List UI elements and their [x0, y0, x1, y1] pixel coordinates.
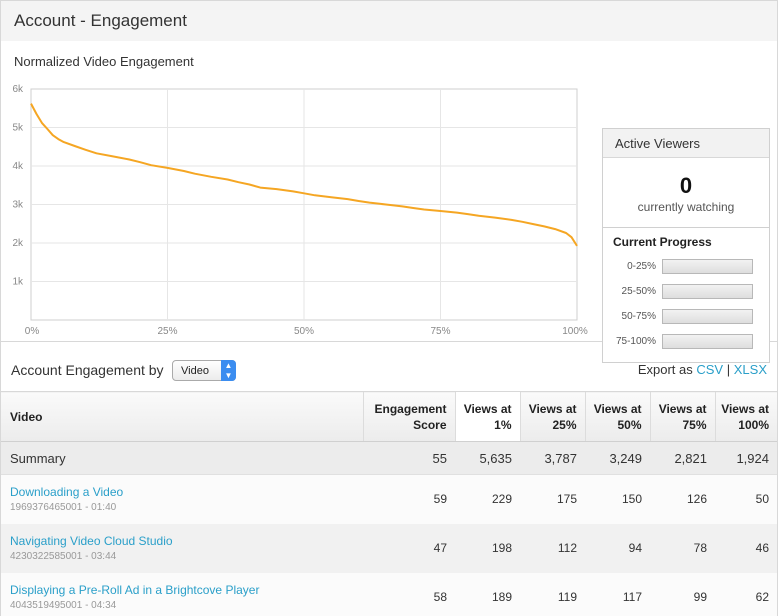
chart-title: Normalized Video Engagement: [14, 54, 194, 69]
column-header-views-100[interactable]: Views at 100%: [714, 391, 777, 442]
table-cell: 112: [520, 523, 585, 573]
y-tick-label: 2k: [12, 238, 24, 249]
engagement-table: Video Engagement Score Views at 1% Views…: [1, 391, 777, 616]
progress-row: 0-25%: [603, 255, 769, 280]
video-cell: Downloading a Video 1969376465001 - 01:40: [1, 474, 363, 524]
table-cell: 99: [650, 572, 715, 616]
export-xlsx-link[interactable]: XLSX: [733, 362, 767, 377]
video-meta: 4230322585001 - 03:44: [10, 551, 117, 562]
video-meta: 1969376465001 - 01:40: [10, 502, 117, 514]
table-row: Downloading a Video 1969376465001 - 01:40…: [1, 474, 777, 524]
active-viewers-title: Active Viewers: [603, 129, 769, 158]
table-row: Navigating Video Cloud Studio 42303225850…: [1, 523, 777, 573]
table-cell: 78: [650, 523, 715, 573]
y-tick-label: 1k: [12, 277, 24, 288]
table-cell: 50: [715, 474, 777, 524]
page-header: Account - Engagement: [0, 0, 778, 42]
summary-row: Summary 55 5,635 3,787 3,249 2,821 1,924: [1, 441, 777, 475]
current-progress-title: Current Progress: [613, 235, 712, 249]
summary-cell: 55: [363, 441, 455, 475]
active-viewers-count: 0: [679, 173, 693, 198]
progress-list: 0-25% 25-50% 50-75% 75-100%: [603, 255, 769, 355]
video-meta: 4043519495001 - 04:34: [10, 600, 117, 611]
dimension-select[interactable]: Video ▲ ▼: [172, 360, 236, 381]
video-cell: Navigating Video Cloud Studio 42303225850…: [1, 523, 363, 573]
x-tick-label: 0%: [25, 326, 40, 337]
export-label: Export as: [637, 362, 693, 377]
y-tick-label: 6k: [12, 84, 24, 95]
x-tick-label: 100%: [562, 326, 588, 337]
column-header-video[interactable]: Video: [1, 391, 363, 442]
video-title-link[interactable]: Displaying a Pre-Roll Ad in a Brightcove…: [10, 583, 260, 597]
table-cell: 119: [520, 572, 585, 616]
table-body: Summary 55 5,635 3,787 3,249 2,821 1,924…: [1, 441, 777, 616]
progress-row: 50-75%: [603, 305, 769, 330]
y-tick-label: 5k: [12, 123, 24, 134]
y-tick-label: 3k: [12, 200, 24, 211]
x-tick-label: 25%: [157, 326, 177, 337]
active-viewers-subtitle: currently watching: [637, 200, 735, 214]
progress-bar: [662, 259, 753, 274]
table-cell: 58: [363, 572, 455, 616]
table-cell: 175: [520, 474, 585, 524]
table-cell: 117: [585, 572, 650, 616]
video-title-link[interactable]: Downloading a Video: [10, 485, 124, 500]
table-cell: 189: [455, 572, 520, 616]
summary-cell: 5,635: [455, 441, 520, 475]
table-cell: 126: [650, 474, 715, 524]
progress-row: 75-100%: [603, 330, 769, 355]
engagement-chart-panel: Normalized Video Engagement 1k 2k 3k 4k 5k 6k…: [0, 41, 778, 363]
table-cell: 62: [715, 572, 777, 616]
progress-bar: [662, 334, 753, 349]
export-links: Export as CSV | XLSX: [638, 362, 767, 377]
section-title: Account Engagement by: [11, 362, 164, 378]
table-row: Displaying a Pre-Roll Ad in a Brightcove…: [1, 572, 777, 616]
table-header-row: Video Engagement Score Views at 1% Views…: [1, 391, 777, 442]
x-tick-label: 75%: [430, 326, 450, 337]
active-viewers-box: Active Viewers 0 currently watching Curr…: [602, 128, 770, 363]
summary-cell: 1,924: [715, 441, 777, 475]
select-arrows-icon: ▲ ▼: [221, 360, 236, 381]
table-cell: 229: [455, 474, 520, 524]
progress-range-label: 25-50%: [621, 286, 656, 297]
summary-label: Summary: [1, 441, 363, 475]
export-separator: |: [726, 362, 731, 377]
column-header-engagement-score[interactable]: Engagement Score: [362, 391, 455, 442]
progress-range-label: 0-25%: [627, 261, 656, 272]
engagement-table-section: Account Engagement by Video ▲ ▼ Export as…: [0, 342, 778, 616]
video-title-link[interactable]: Navigating Video Cloud Studio: [10, 534, 173, 548]
progress-row: 25-50%: [603, 280, 769, 305]
column-header-views-75[interactable]: Views at 75%: [649, 391, 715, 442]
table-cell: 47: [363, 523, 455, 573]
export-csv-link[interactable]: CSV: [696, 362, 724, 377]
engagement-series-line: [30, 103, 578, 247]
progress-range-label: 75-100%: [615, 336, 656, 347]
x-tick-label: 50%: [294, 326, 314, 337]
y-tick-label: 4k: [12, 161, 24, 172]
table-cell: 94: [585, 523, 650, 573]
summary-cell: 3,249: [585, 441, 650, 475]
table-cell: 198: [455, 523, 520, 573]
video-cell: Displaying a Pre-Roll Ad in a Brightcove…: [1, 572, 363, 616]
progress-range-label: 50-75%: [621, 311, 656, 322]
table-cell: 59: [363, 474, 455, 524]
column-header-views-25[interactable]: Views at 25%: [519, 391, 585, 442]
progress-bar: [662, 309, 753, 324]
summary-cell: 3,787: [520, 441, 585, 475]
engagement-line-chart: 1k 2k 3k 4k 5k 6k 0% 25% 50% 75% 100%: [12, 84, 588, 337]
dimension-select-value: Video: [181, 365, 209, 377]
viewers-divider: [603, 227, 769, 228]
table-cell: 46: [715, 523, 777, 573]
column-header-views-1[interactable]: Views at 1%: [454, 391, 520, 442]
progress-bar: [662, 284, 753, 299]
column-header-views-50[interactable]: Views at 50%: [584, 391, 650, 442]
summary-cell: 2,821: [650, 441, 715, 475]
table-cell: 150: [585, 474, 650, 524]
page-title: Account - Engagement: [14, 11, 187, 30]
